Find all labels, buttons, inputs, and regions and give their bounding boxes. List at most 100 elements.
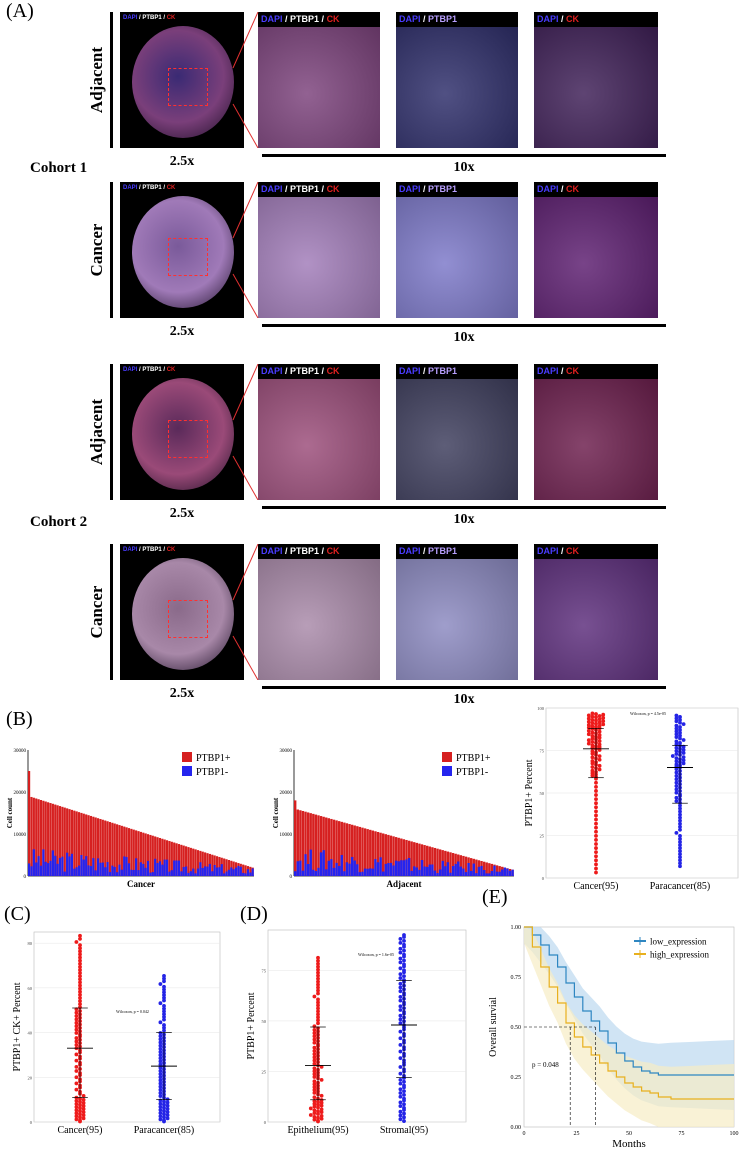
- bar-ptbp1-negative: [220, 864, 223, 876]
- chart-b-cancer-bars: 0 10000 20000 30000 Cell count Cancer PTBP1+ PT…: [6, 749, 254, 889]
- bar-ptbp1-positive: [314, 814, 318, 876]
- bar-ptbp1-positive: [30, 796, 33, 876]
- bar-ptbp1-positive: [338, 821, 341, 876]
- bar-ptbp1-positive: [312, 813, 315, 876]
- bar-ptbp1-positive: [101, 819, 104, 876]
- data-point: [74, 1024, 79, 1029]
- data-point: [158, 1065, 163, 1070]
- data-point: [402, 948, 406, 953]
- data-point: [670, 754, 675, 758]
- bar-ptbp1-negative: [482, 869, 486, 876]
- data-point: [402, 952, 406, 957]
- data-point: [594, 725, 598, 729]
- data-point: [678, 812, 682, 817]
- stain-separator: /: [282, 14, 291, 24]
- cohort-2-label: Cohort 2: [30, 514, 88, 530]
- bar-ptbp1-positive: [108, 822, 112, 876]
- bar-ptbp1-positive: [462, 855, 465, 876]
- data-point: [398, 981, 403, 986]
- bar-ptbp1-positive: [177, 844, 181, 876]
- data-point: [398, 950, 403, 955]
- data-point: [601, 722, 606, 727]
- data-point: [398, 1100, 403, 1105]
- bar-ptbp1-negative: [227, 869, 231, 876]
- stain-separator: /: [161, 367, 167, 373]
- data-point: [316, 991, 320, 996]
- bar-ptbp1-positive: [132, 829, 135, 876]
- data-point: [78, 1106, 82, 1110]
- data-point: [597, 763, 602, 768]
- bar-ptbp1-negative: [185, 866, 188, 876]
- stain-separator: /: [137, 547, 143, 553]
- data-point: [312, 1061, 317, 1066]
- bar-ptbp1-negative: [206, 866, 209, 876]
- zoom-lines: [232, 182, 259, 318]
- data-point: [402, 1119, 406, 1123]
- data-point: [681, 747, 686, 752]
- data-point: [158, 1081, 163, 1086]
- bar-ptbp1-negative: [116, 872, 119, 876]
- bar-ptbp1-positive: [163, 839, 166, 876]
- row-label-cancer: Cancer: [87, 223, 106, 277]
- stain-dapi: DAPI: [261, 546, 283, 556]
- data-point: [398, 1117, 403, 1122]
- data-point: [594, 850, 598, 855]
- data-point: [674, 729, 679, 734]
- data-point: [158, 1020, 163, 1025]
- tissue-core-image: DAPI / PTBP1 / CK: [120, 544, 244, 680]
- data-point: [597, 717, 602, 722]
- data-point: [678, 815, 682, 820]
- bar-ptbp1-negative: [192, 868, 195, 876]
- data-point: [162, 995, 166, 1000]
- stain-separator: /: [137, 15, 143, 21]
- data-point: [674, 795, 679, 800]
- bar-ptbp1-negative: [225, 871, 228, 876]
- bar-ptbp1-negative: [410, 870, 413, 876]
- bar-ptbp1-negative: [154, 858, 157, 876]
- data-point: [590, 724, 595, 729]
- data-point: [316, 964, 320, 969]
- data-point: [674, 713, 679, 718]
- bar-ptbp1-positive: [376, 832, 380, 876]
- bar-ptbp1-positive: [175, 843, 178, 876]
- y-tick-label: 10000: [280, 833, 293, 838]
- bar-ptbp1-positive: [490, 863, 494, 876]
- bar-ptbp1-positive: [82, 813, 85, 876]
- data-point: [402, 1111, 406, 1116]
- data-point: [158, 1094, 163, 1098]
- data-point: [158, 1072, 163, 1076]
- bar-ptbp1-negative: [356, 864, 359, 876]
- data-point: [158, 982, 163, 986]
- bar-ptbp1-negative: [348, 863, 351, 876]
- bar-ptbp1-negative: [127, 863, 131, 876]
- data-point: [678, 715, 682, 719]
- stain-separator: /: [282, 546, 291, 556]
- data-point: [312, 1034, 317, 1039]
- data-point: [398, 937, 403, 941]
- data-point: [678, 843, 682, 847]
- data-point: [674, 767, 679, 772]
- bar-ptbp1-negative: [130, 869, 133, 876]
- data-point: [594, 801, 598, 806]
- data-point: [81, 1097, 86, 1102]
- data-point: [398, 1087, 403, 1092]
- data-point: [590, 743, 595, 748]
- stain-ptbp1: PTBP1: [142, 547, 162, 553]
- data-point: [312, 1072, 317, 1076]
- bar-ptbp1-negative: [397, 861, 400, 876]
- bar-ptbp1-positive: [371, 830, 375, 876]
- bar-ptbp1-negative: [366, 868, 369, 876]
- bar-ptbp1-negative: [369, 868, 372, 876]
- data-point: [319, 1100, 324, 1105]
- data-point: [681, 751, 686, 755]
- data-point: [74, 1114, 79, 1119]
- data-point: [594, 829, 598, 834]
- stat-note: Wilcoxon, p = 0.042: [116, 1009, 149, 1015]
- bar-ptbp1-positive: [387, 834, 390, 876]
- stain-header: DAPI / PTBP1: [396, 544, 518, 559]
- bar-ptbp1-negative: [182, 866, 185, 876]
- y-axis-label: PTBP1+ Percent: [524, 759, 535, 826]
- data-point: [162, 1004, 166, 1008]
- data-point: [78, 1109, 82, 1114]
- bar-ptbp1-positive: [89, 815, 93, 876]
